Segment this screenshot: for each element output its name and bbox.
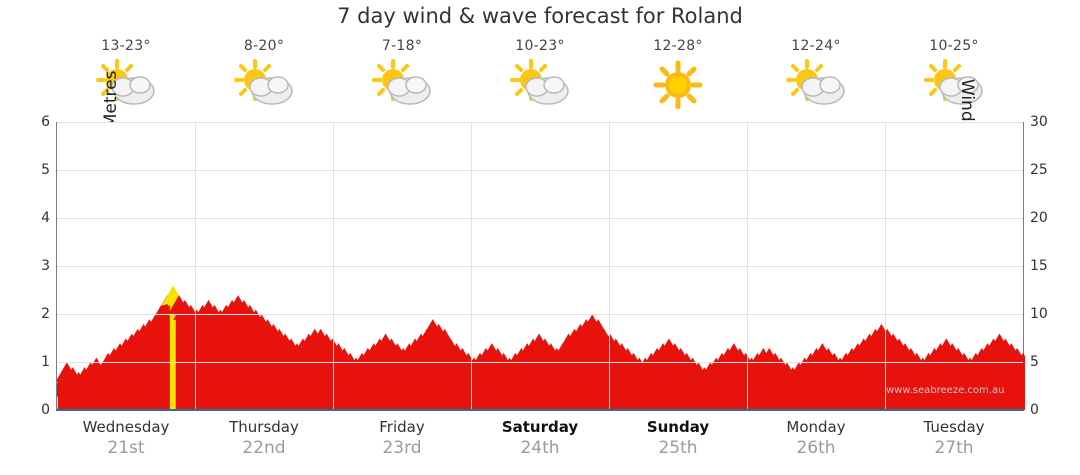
sun-behind-cloud-icon xyxy=(332,58,472,110)
day-temperature-range: 12-28° xyxy=(653,38,703,54)
page-title: 7 day wind & wave forecast for Roland xyxy=(337,4,743,28)
x-axis-line xyxy=(56,409,1024,411)
day-temperature-range: 12-24° xyxy=(791,38,841,54)
forecast-plot-area xyxy=(56,122,1025,410)
day-date: 25th xyxy=(658,438,698,458)
day-name: Tuesday xyxy=(923,418,985,436)
day-footer: Sunday 25th xyxy=(608,418,748,458)
y-tick-left: 0 xyxy=(41,402,50,418)
day-header: 8-20° xyxy=(194,38,334,110)
y-tick-left: 6 xyxy=(41,114,50,130)
day-header: 10-23° xyxy=(470,38,610,110)
day-date: 21st xyxy=(107,438,145,458)
gridline-vertical xyxy=(609,122,610,410)
gridline-horizontal xyxy=(57,218,1023,219)
day-date: 24th xyxy=(520,438,560,458)
y-tick-right: 0 xyxy=(1030,402,1039,418)
day-temperature-range: 7-18° xyxy=(381,38,423,54)
day-header: 7-18° xyxy=(332,38,472,110)
wind-arrow xyxy=(161,285,186,410)
gridline-horizontal xyxy=(57,362,1023,363)
day-header: 12-24° xyxy=(746,38,886,110)
gridline-horizontal xyxy=(57,314,1023,315)
day-temperature-range: 13-23° xyxy=(101,38,151,54)
day-footer: Monday 26th xyxy=(746,418,886,458)
day-name: Friday xyxy=(379,418,425,436)
gridline-vertical xyxy=(333,122,334,410)
sun-behind-cloud-icon xyxy=(56,58,196,110)
day-name: Saturday xyxy=(501,418,579,436)
y-tick-right: 15 xyxy=(1030,258,1048,274)
day-footer: Thursday 22nd xyxy=(194,418,334,458)
watermark: www.seabreeze.com.au xyxy=(886,385,1005,396)
y-tick-right: 25 xyxy=(1030,162,1048,178)
sun-behind-cloud-icon xyxy=(194,58,334,110)
gridline-vertical xyxy=(471,122,472,410)
day-footer: Wednesday 21st xyxy=(56,418,196,458)
y-tick-left: 5 xyxy=(41,162,50,178)
wind-arrow xyxy=(1011,352,1025,410)
gridline-horizontal xyxy=(57,170,1023,171)
day-header: 13-23° xyxy=(56,38,196,110)
gridline-vertical xyxy=(747,122,748,410)
y-tick-right: 10 xyxy=(1030,306,1048,322)
day-temperature-range: 10-23° xyxy=(515,38,565,54)
y-tick-left: 2 xyxy=(41,306,50,322)
y-tick-left: 1 xyxy=(41,354,50,370)
day-temperature-range: 10-25° xyxy=(929,38,979,54)
gridline-horizontal xyxy=(57,266,1023,267)
wind-arrow-series xyxy=(57,285,1025,410)
sun-behind-cloud-icon xyxy=(470,58,610,110)
day-footer: Saturday 24th xyxy=(470,418,610,458)
day-header: 10-25° xyxy=(884,38,1024,110)
gridline-horizontal xyxy=(57,122,1023,123)
day-header: 12-28° xyxy=(608,38,748,110)
day-footer: Tuesday 27th xyxy=(884,418,1024,458)
day-name: Monday xyxy=(786,418,846,436)
y-tick-left: 3 xyxy=(41,258,50,274)
day-name: Wednesday xyxy=(82,418,170,436)
wind-arrow xyxy=(586,319,611,410)
sun-icon xyxy=(608,58,748,110)
y-tick-right: 30 xyxy=(1030,114,1048,130)
sun-behind-cloud-icon xyxy=(746,58,886,110)
day-date: 22nd xyxy=(242,438,286,458)
day-temperature-range: 8-20° xyxy=(243,38,285,54)
gridline-vertical xyxy=(195,122,196,410)
wind-arrow xyxy=(432,328,457,410)
day-date: 26th xyxy=(796,438,836,458)
sun-behind-cloud-icon xyxy=(884,58,1024,110)
day-date: 23rd xyxy=(382,438,422,458)
y-tick-right: 5 xyxy=(1030,354,1039,370)
y-tick-left: 4 xyxy=(41,210,50,226)
gridline-vertical xyxy=(885,122,886,410)
y-tick-right: 20 xyxy=(1030,210,1048,226)
day-name: Thursday xyxy=(229,418,299,436)
day-name: Sunday xyxy=(646,418,710,436)
day-footer: Friday 23rd xyxy=(332,418,472,458)
day-date: 27th xyxy=(934,438,974,458)
